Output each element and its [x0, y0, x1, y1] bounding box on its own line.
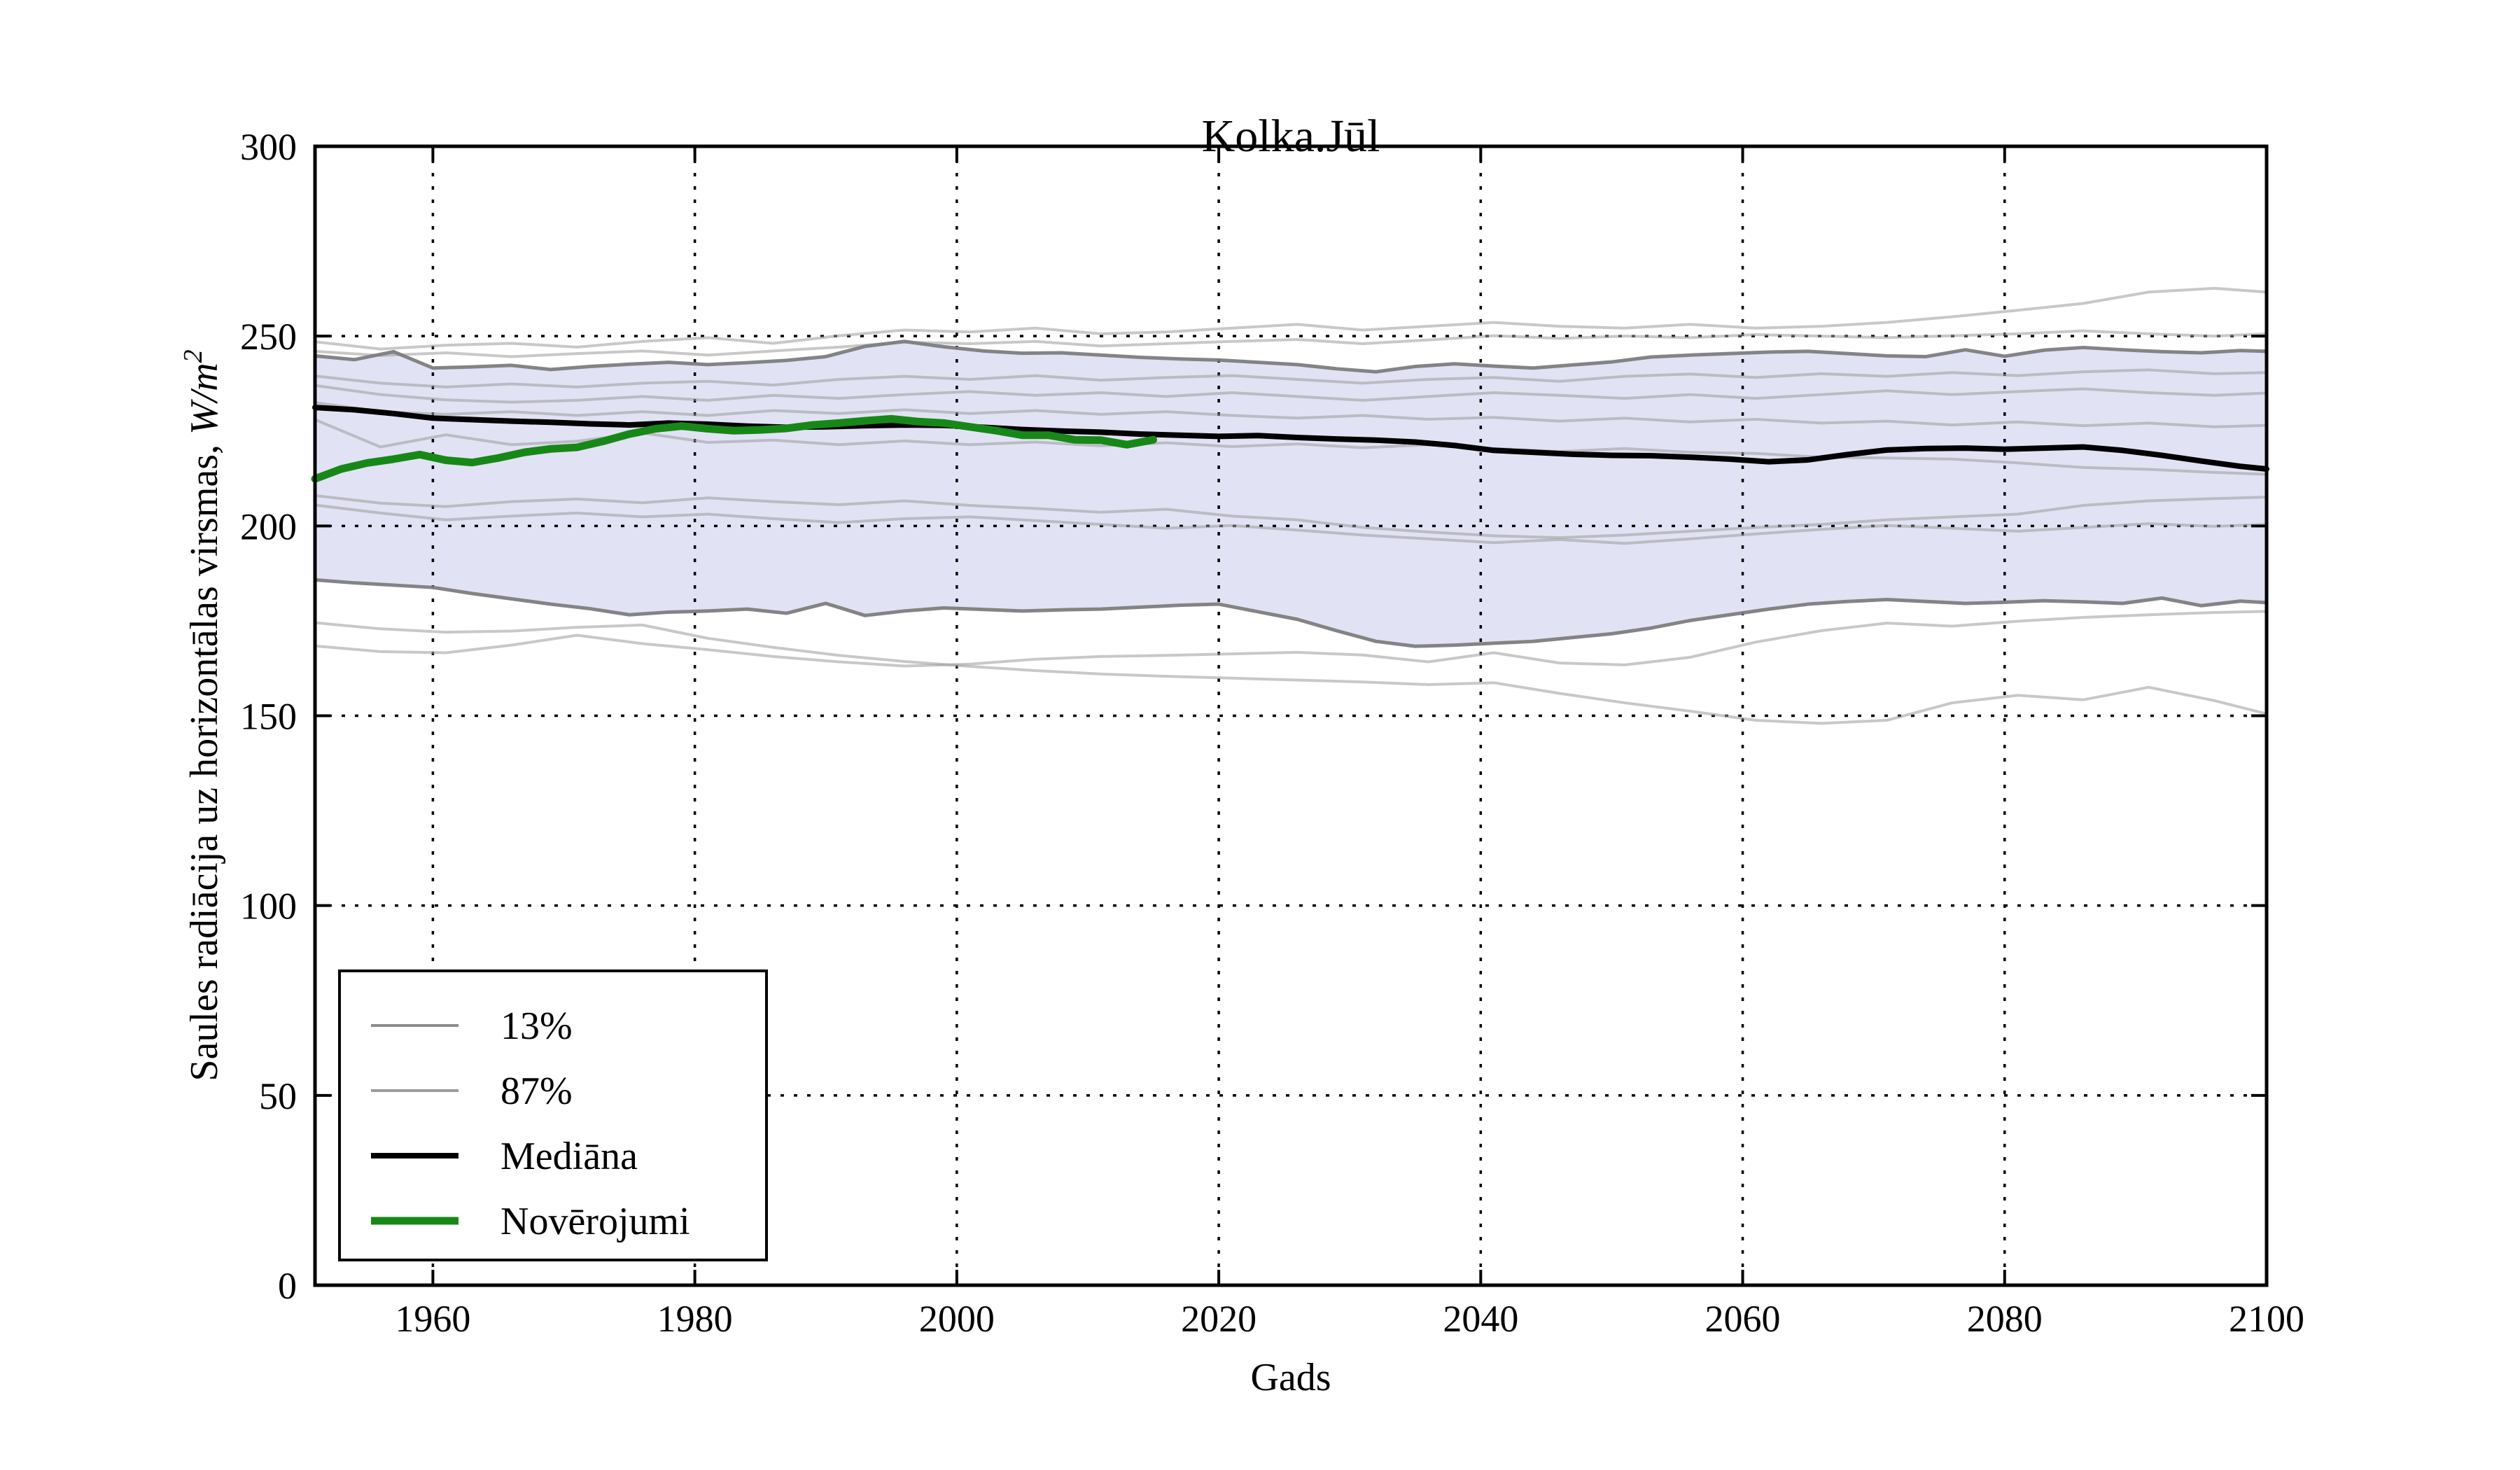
chart-title: Kolka.Jūl — [1202, 111, 1380, 162]
y-tick-label-100: 100 — [240, 886, 297, 927]
series-ens_low2 — [314, 610, 2268, 668]
legend-entry-87pct: 87% — [371, 1070, 573, 1113]
legend-label-87pct: 87% — [500, 1070, 573, 1113]
percentile-band-layer — [315, 341, 2267, 647]
series-layer — [311, 286, 2269, 725]
x-axis-label: Gads — [1250, 1356, 1331, 1399]
y-axis-label-text: Saules radiācija uz horizontālas virsmas… — [183, 435, 226, 1082]
legend-label-mediana: Mediāna — [500, 1135, 638, 1178]
legend-box — [338, 969, 768, 1261]
y-tick-label-0: 0 — [278, 1265, 297, 1307]
series-ens_b5 — [314, 493, 2268, 540]
legend-label-noverojumi: Novērojumi — [500, 1200, 690, 1243]
legend-entry-13pct: 13% — [371, 1004, 573, 1048]
x-tick-label-2040: 2040 — [1443, 1298, 1518, 1340]
legend: 13% 87% Mediāna Novērojumi — [338, 969, 768, 1261]
y-tick-label-250: 250 — [240, 316, 297, 358]
x-tick-label-2080: 2080 — [1967, 1298, 2043, 1340]
plot-frame — [313, 144, 2269, 1287]
x-tick-label-1960: 1960 — [395, 1298, 470, 1340]
y-axis-label-unit: W/m — [183, 363, 226, 435]
series-ens_low1 — [314, 621, 2268, 725]
series-ens_b6 — [314, 503, 2268, 545]
legend-label-13pct: 13% — [500, 1004, 573, 1048]
legend-entry-noverojumi: Novērojumi — [371, 1200, 690, 1243]
x-tick-label-1980: 1980 — [657, 1298, 733, 1340]
y-tick-label-300: 300 — [240, 126, 297, 168]
y-tick-label-150: 150 — [240, 696, 297, 738]
series-novērojumi — [311, 414, 1158, 483]
y-axis-label-exponent: 2 — [178, 349, 208, 363]
y-tick-label-200: 200 — [240, 505, 297, 547]
x-tick-label-2020: 2020 — [1181, 1298, 1256, 1340]
percentile-band — [315, 341, 2267, 647]
series-ens_hi2 — [314, 329, 2268, 358]
series-ens_hi1 — [314, 286, 2268, 351]
tick-label-layer: 1960 1980 2000 2020 2040 2060 2080 2100 0 50 100 15… — [240, 126, 2304, 1340]
series-ens_b1 — [314, 368, 2268, 388]
series-mediana — [312, 405, 2269, 472]
series-ens_b2 — [314, 384, 2268, 404]
series-ens_b3 — [314, 401, 2268, 428]
x-tick-label-2100: 2100 — [2229, 1298, 2304, 1340]
x-tick-label-2000: 2000 — [919, 1298, 995, 1340]
y-axis-label: Saules radiācija uz horizontālas virsmas… — [178, 349, 226, 1081]
legend-entry-mediana: Mediāna — [371, 1135, 638, 1178]
series-p13 — [313, 578, 2269, 648]
y-tick-label-50: 50 — [259, 1075, 297, 1117]
series-p87 — [313, 340, 2269, 374]
x-tick-label-2060: 2060 — [1705, 1298, 1781, 1340]
